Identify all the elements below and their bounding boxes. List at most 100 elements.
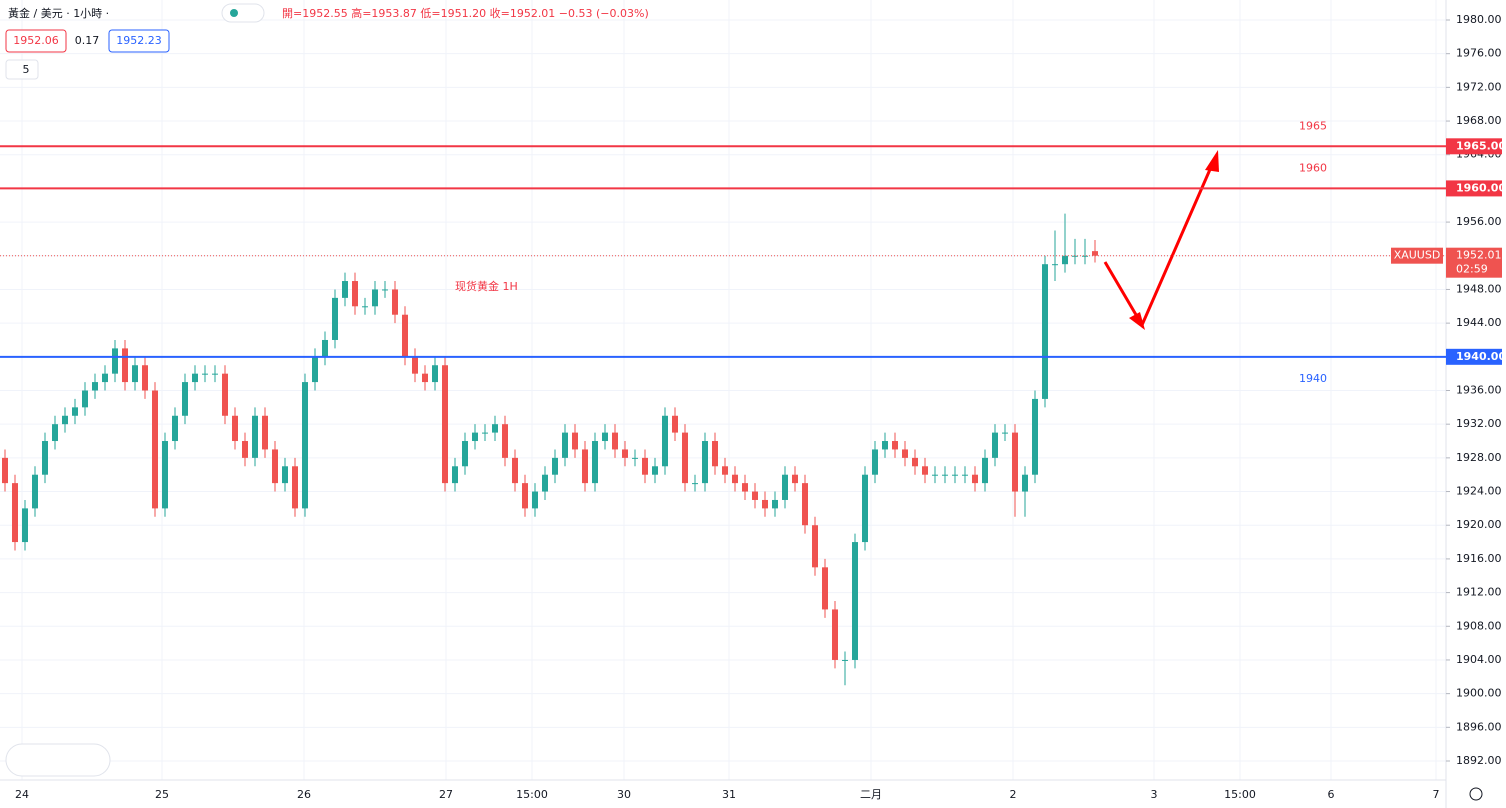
candle-body xyxy=(82,390,88,408)
candle-body xyxy=(2,457,8,484)
level-annotation: 1960 xyxy=(1299,161,1327,174)
y-tick-label: 1932.00 xyxy=(1456,417,1502,430)
candle-body xyxy=(822,567,828,610)
x-tick-label: 26 xyxy=(297,788,311,801)
candle-body xyxy=(622,449,628,458)
candle-body xyxy=(332,297,338,340)
candle-body xyxy=(32,474,38,509)
candle-body xyxy=(192,373,198,383)
candle-body xyxy=(122,348,128,383)
candle-body xyxy=(132,365,138,383)
candle-body xyxy=(832,609,838,660)
candle-body xyxy=(432,365,438,383)
price-tag xyxy=(1446,247,1502,278)
candle-body xyxy=(372,289,378,307)
candle-body xyxy=(862,474,868,543)
candle-body xyxy=(502,424,508,458)
ask-price: 1952.23 xyxy=(116,34,162,47)
sell-button[interactable] xyxy=(5,29,67,53)
candle-body xyxy=(162,441,168,509)
candle-body xyxy=(742,483,748,492)
candle-body xyxy=(1042,264,1048,399)
candle-body xyxy=(942,474,948,476)
y-tick-label: 1912.00 xyxy=(1456,586,1502,599)
arrow-head xyxy=(1129,312,1145,330)
y-tick-label: 1908.00 xyxy=(1456,619,1502,632)
y-tick-label: 1928.00 xyxy=(1456,451,1502,464)
y-tick-label: 1948.00 xyxy=(1456,282,1502,295)
candle-body xyxy=(22,508,28,543)
level-tag-label: 1965.00 xyxy=(1456,139,1506,152)
level-tag-label: 1960.00 xyxy=(1456,181,1506,194)
candle-body xyxy=(682,432,688,484)
candle-body xyxy=(462,441,468,467)
candle-body xyxy=(1052,264,1058,266)
candle-body xyxy=(592,441,598,484)
candle-body xyxy=(342,281,348,298)
candle-body xyxy=(732,474,738,484)
candle-body xyxy=(172,415,178,442)
level-tag xyxy=(1446,138,1502,155)
settings-icon[interactable] xyxy=(1469,787,1483,801)
candle-body xyxy=(882,441,888,450)
candle-body xyxy=(812,525,818,568)
level-annotation: 1940 xyxy=(1299,372,1327,385)
buy-button[interactable] xyxy=(108,29,170,53)
candle-body xyxy=(962,474,968,476)
x-tick-label: 24 xyxy=(15,788,29,801)
candle-body xyxy=(922,466,928,475)
candle-body xyxy=(62,415,68,425)
x-tick-label: 25 xyxy=(155,788,169,801)
candle-body xyxy=(752,491,758,500)
level-tag-label: 1940.00 xyxy=(1456,350,1506,363)
candle-body xyxy=(722,466,728,475)
candle-body xyxy=(232,415,238,442)
level-annotation: 1965 xyxy=(1299,119,1327,132)
candle-body xyxy=(792,474,798,484)
symbol-tag-label: XAUUSD xyxy=(1394,249,1441,262)
candle-body xyxy=(472,432,478,442)
ohlc-values: 開=1952.55 高=1953.87 低=1951.20 收=1952.01 … xyxy=(282,6,649,20)
y-tick-label: 1920.00 xyxy=(1456,518,1502,531)
x-tick-label: 30 xyxy=(617,788,631,801)
symbol-tag xyxy=(1391,247,1443,264)
candle-body xyxy=(382,289,388,291)
y-tick-label: 1980.00 xyxy=(1456,13,1502,26)
search-box[interactable] xyxy=(5,743,111,777)
candle-body xyxy=(1032,398,1038,475)
candle-body xyxy=(1062,255,1068,265)
x-tick-label: 二月 xyxy=(860,788,882,801)
candle-body xyxy=(692,483,698,485)
y-tick-label: 1900.00 xyxy=(1456,687,1502,700)
candle-body xyxy=(1012,432,1018,492)
candle-body xyxy=(842,659,848,661)
x-tick-label: 15:00 xyxy=(516,788,548,801)
candle-body xyxy=(892,441,898,450)
candle-body xyxy=(282,466,288,484)
x-tick-label: 27 xyxy=(439,788,453,801)
indicator-toggle[interactable] xyxy=(5,59,39,80)
spread: 0.17 xyxy=(75,34,100,47)
level-tag xyxy=(1446,180,1502,197)
candle-body xyxy=(872,449,878,475)
y-tick-label: 1944.00 xyxy=(1456,316,1502,329)
price-tag-label: 1952.01 xyxy=(1456,249,1502,262)
status-pill[interactable] xyxy=(221,3,265,23)
candle-body xyxy=(572,432,578,450)
candle-body xyxy=(142,365,148,391)
x-tick-label: 7 xyxy=(1433,788,1440,801)
y-tick-label: 1968.00 xyxy=(1456,114,1502,127)
bid-price: 1952.06 xyxy=(13,34,59,47)
candle-body xyxy=(252,415,258,458)
y-tick-label: 1916.00 xyxy=(1456,552,1502,565)
candle-body xyxy=(202,373,208,375)
y-tick-label: 1976.00 xyxy=(1456,47,1502,60)
candle-body xyxy=(112,348,118,374)
y-tick-label: 1956.00 xyxy=(1456,215,1502,228)
y-tick-label: 1892.00 xyxy=(1456,754,1502,767)
candle-body xyxy=(1022,474,1028,492)
candle-body xyxy=(672,415,678,433)
candle-body xyxy=(422,373,428,383)
candle-body xyxy=(42,441,48,475)
arrow-head xyxy=(1205,150,1219,172)
